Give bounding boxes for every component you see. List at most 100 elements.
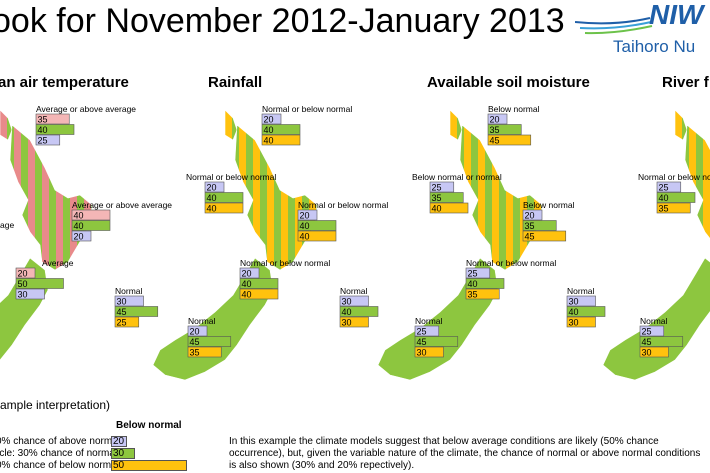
probability-value: 40: [264, 125, 274, 135]
probability-bar: [297, 230, 337, 242]
probability-bar: [114, 306, 159, 317]
bar-group-label: Normal: [188, 316, 216, 326]
probability-bar: [656, 202, 691, 214]
bar-group-label: Below normal: [523, 200, 575, 210]
bar-group-label: Average: [42, 258, 74, 268]
probability-bar: [297, 220, 337, 231]
column-title-soil-moisture: Available soil moisture: [427, 74, 590, 91]
probability-value: 40: [74, 221, 84, 231]
column-title-temperature: an air temperature: [0, 74, 129, 91]
probability-value: 20: [190, 327, 200, 337]
probability-bar: [465, 288, 500, 300]
probability-value: 40: [242, 279, 252, 289]
bar-group-label: Normal or below normal: [240, 258, 330, 268]
probability-value: 25: [468, 269, 478, 279]
probability-value: 40: [468, 279, 478, 289]
example-line-below: 0% chance of below normal: [0, 460, 119, 471]
probability-value: 30: [569, 297, 579, 307]
probability-value: 45: [117, 307, 127, 317]
north-island: [459, 124, 543, 271]
column-title-river-flow: River f: [662, 74, 709, 91]
bar-group-3-0: Normal or below norm254035: [638, 172, 710, 214]
example-title: xample interpretation): [0, 398, 111, 412]
probability-bar: [35, 124, 75, 135]
column-title-rainfall: Rainfall: [208, 74, 263, 91]
bar-group-label: Normal: [115, 286, 143, 296]
probability-bar: [35, 113, 70, 125]
page-title: ook for November 2012-January 2013: [0, 2, 565, 40]
example-line-above: 0% chance of above normal: [0, 436, 120, 447]
probability-value: 20: [490, 115, 500, 125]
probability-value: 20: [264, 115, 274, 125]
probability-value: 40: [300, 232, 310, 242]
probability-bar: [204, 192, 244, 203]
probability-bar: [15, 288, 45, 300]
probability-bar: [414, 336, 459, 347]
probability-value: 40: [342, 307, 352, 317]
probability-value: 35: [432, 193, 442, 203]
probability-bar: [204, 181, 225, 193]
probability-bar: [429, 181, 455, 193]
probability-value: 20: [242, 269, 252, 279]
probability-bar: [487, 124, 522, 135]
probability-value: 35: [525, 221, 535, 231]
example-bar-below: 50: [111, 460, 187, 471]
probability-value: 50: [18, 279, 28, 289]
probability-bar: [639, 336, 684, 347]
probability-value: 40: [300, 221, 310, 231]
probability-value: 45: [417, 337, 427, 347]
probability-value: 40: [242, 290, 252, 300]
probability-bar: [35, 134, 61, 146]
probability-bar: [656, 181, 682, 193]
probability-value: 30: [417, 348, 427, 358]
bar-group-label: Normal or below normal: [262, 104, 352, 114]
probability-bar: [261, 134, 301, 146]
probability-bar: [639, 346, 669, 358]
probability-value: 30: [342, 318, 352, 328]
probability-value: 40: [432, 204, 442, 214]
bar-group-label: Below normal: [488, 104, 540, 114]
probability-bar: [187, 346, 222, 358]
bar-group-label: Normal: [415, 316, 443, 326]
probability-value: 30: [117, 297, 127, 307]
example-line-normal: rcle: 30% chance of normal: [0, 448, 118, 459]
probability-value: 40: [569, 307, 579, 317]
probability-value: 35: [190, 348, 200, 358]
probability-bar: [71, 220, 111, 231]
probability-value: 40: [207, 193, 217, 203]
probability-bar: [339, 295, 369, 307]
north-island: [684, 124, 710, 239]
probability-value: 25: [659, 183, 669, 193]
probability-value: 30: [18, 290, 28, 300]
north-tip: [674, 109, 688, 141]
bar-group-label: Average or above average: [72, 200, 172, 210]
probability-value: 25: [417, 327, 427, 337]
bar-group-label: Average or above average: [36, 104, 136, 114]
bar-group-label: Normal or below norm: [638, 172, 710, 182]
north-tip: [0, 109, 13, 141]
bar-group-label: Normal: [640, 316, 668, 326]
probability-bar: [187, 325, 208, 337]
probability-bar: [414, 346, 444, 358]
probability-bar: [339, 316, 369, 328]
bar-group-label: Normal: [567, 286, 595, 296]
example-explanation: In this example the climate models sugge…: [229, 436, 701, 471]
north-tip: [224, 109, 238, 141]
north-island: [9, 124, 93, 271]
probability-bar: [114, 295, 144, 307]
logo-mark: NIW: [649, 0, 706, 30]
probability-bar: [204, 202, 244, 214]
probability-value: 40: [207, 204, 217, 214]
probability-value: 35: [490, 125, 500, 135]
